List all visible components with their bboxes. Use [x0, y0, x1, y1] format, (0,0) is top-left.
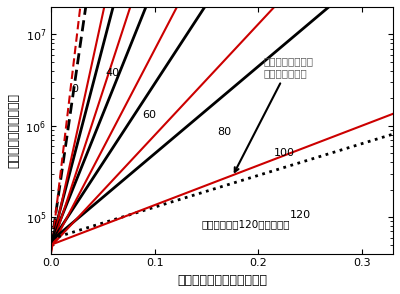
Text: 0: 0 [72, 84, 79, 94]
Y-axis label: 電気抵抗率（オーム）: 電気抵抗率（オーム） [7, 93, 20, 168]
Text: 60: 60 [142, 111, 156, 121]
Text: 100: 100 [274, 148, 295, 158]
Text: 電子を少し加える
と、抗抗が減少: 電子を少し加える と、抗抗が減少 [235, 56, 314, 172]
X-axis label: 温度の逆数（毎ケルビン）: 温度の逆数（毎ケルビン） [177, 274, 267, 287]
Text: ゲート電圧＝120（ボルト）: ゲート電圧＝120（ボルト） [201, 219, 290, 229]
Text: 120: 120 [290, 210, 310, 220]
Text: 80: 80 [217, 127, 231, 137]
Text: 40: 40 [106, 68, 120, 78]
